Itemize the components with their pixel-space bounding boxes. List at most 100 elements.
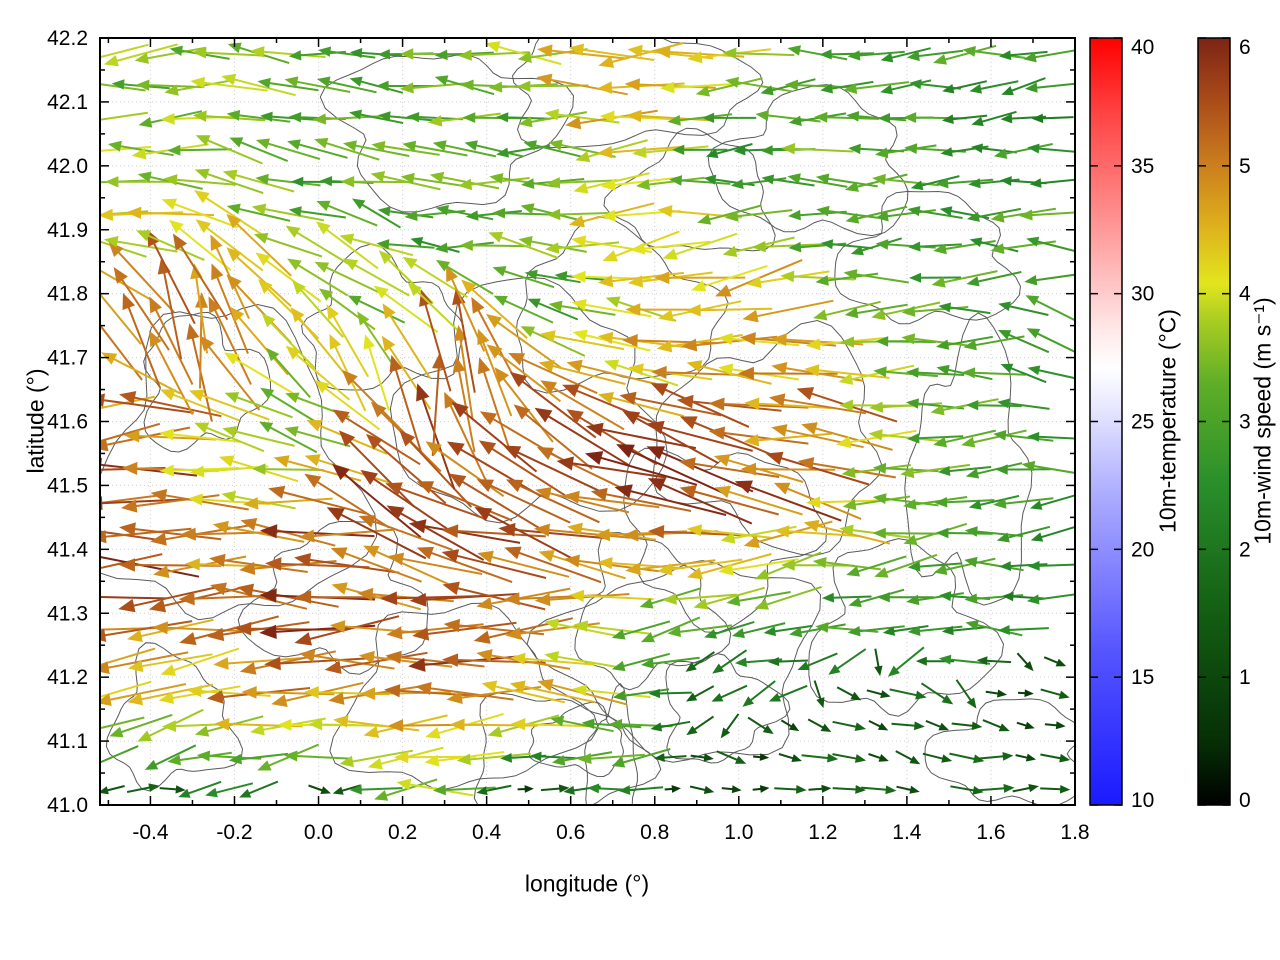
terrain-contour [473,692,662,805]
wind-arrow [180,527,278,541]
wind-arrow [654,753,687,762]
wind-arrow [524,269,581,284]
wind-arrow [415,681,514,701]
wind-arrow [866,689,891,699]
wind-arrow [100,620,193,642]
terrain-contour [834,190,1022,325]
wind-arrow [308,718,386,731]
wind-arrow [907,561,963,572]
wind-arrow [685,651,715,672]
wind-arrow [255,138,321,160]
wind-arrow [941,114,988,124]
wind-arrow [100,595,167,600]
wind-arrow [887,646,925,677]
wind-arrow [597,391,685,418]
wind-arrow [844,303,908,319]
wind-arrow [100,785,125,795]
wind-arrow [178,780,222,798]
wind-arrow [239,650,337,675]
wind-arrow [711,684,748,702]
wind-arrow [304,473,390,529]
wind-arrow [979,751,1014,761]
wind-arrow [229,137,289,163]
wind-arrow [774,525,861,538]
wind-arrow [285,225,350,266]
wind-arrow [454,324,474,420]
wind-arrow [907,205,963,219]
wind-arrow [288,206,346,219]
wind-arrow [717,332,800,347]
wind-arrow [993,430,1054,442]
wind-arrow [127,653,213,673]
wind-arrow [891,721,925,731]
wind-arrow [544,651,620,669]
wind-arrow [224,392,293,419]
wind-arrow [850,237,902,256]
wind-arrow [164,78,235,96]
y-axis-label: latitude (°) [22,368,49,474]
terrain-contour [319,54,575,213]
wind-arrow [209,553,308,573]
wind-arrow [801,753,839,763]
wind-arrow [315,221,379,270]
wind-arrow [228,752,289,765]
y-tick-label: 41.3 [47,602,88,625]
y-tick-label: 41.2 [47,666,88,689]
wind-arrow [843,81,910,94]
wind-arrow [333,715,420,732]
terrain-contours-layer [100,38,1075,805]
wind-arrow [874,553,938,578]
wind-arrow [386,505,485,561]
wind-arrow [720,713,740,739]
wind-arrow [358,650,453,668]
wind-arrow [868,720,889,731]
wind-arrow [590,487,692,512]
wind-arrow [208,296,252,385]
wind-arrow [1027,431,1075,442]
wind-arrow [616,444,726,495]
wind-arrow [985,689,1008,698]
wind-arrow [640,656,700,669]
wind-arrow [832,720,867,732]
wind-arrow [1030,526,1075,542]
y-tick-label: 42.1 [47,91,88,114]
wind-arrow [662,593,737,605]
wind-arrow [812,300,881,321]
wind-arrow [494,367,554,443]
wind-arrow [693,586,765,610]
wind-arrow [253,232,323,258]
wind-arrow [211,263,249,354]
wind-arrow [936,335,993,350]
wind-arrow [374,778,438,801]
y-tick-label: 42.0 [47,155,88,178]
wind-arrow [1002,591,1045,602]
wind-arrow [602,230,680,262]
wind-arrow [332,409,421,466]
wind-arrow [126,783,160,793]
wind-arrow [1043,656,1067,667]
temperature-tick-label: 20 [1131,538,1154,561]
x-tick-label: 0.8 [640,821,669,844]
wind-arrow [1025,295,1075,322]
wind-arrow [712,649,748,674]
wind-arrow [611,748,671,768]
wind-arrow [144,744,197,770]
wind-arrow [968,494,1020,510]
wind-arrow [100,651,189,674]
wind-arrow [493,295,554,324]
wind-arrow [373,285,439,334]
wind-arrow [113,267,170,351]
wind-arrow [192,47,266,59]
wind-arrow [966,207,1021,222]
wind-arrow [933,240,996,255]
wind-arrow [308,784,331,794]
wind-arrow [1023,49,1075,63]
wind-arrow [298,649,395,670]
wind-arrow [194,422,265,453]
wind-arrow [882,625,929,636]
wind-arrow [906,433,964,444]
wind-arrow [686,360,772,385]
wind-arrow [930,398,999,416]
wind-arrow [597,145,685,159]
wind-arrow [807,718,832,733]
